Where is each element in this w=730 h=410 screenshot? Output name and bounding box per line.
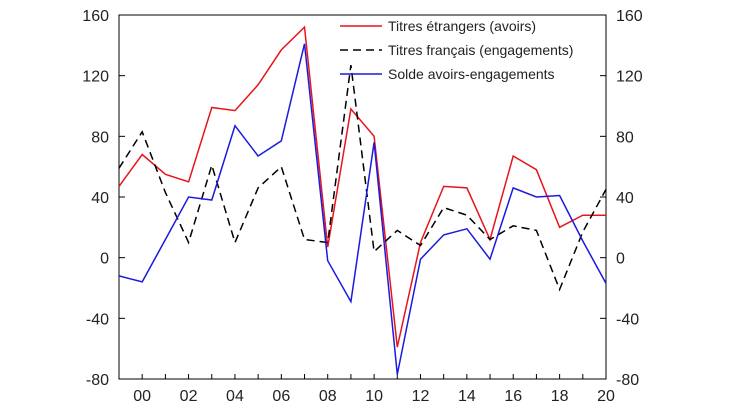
x-tick-label: 00 bbox=[133, 388, 151, 405]
left-y-tick-label: 160 bbox=[82, 8, 109, 25]
series-lines bbox=[118, 25, 607, 375]
legend-label: Titres français (engagements) bbox=[388, 42, 573, 58]
left-y-tick-label: -80 bbox=[86, 372, 109, 389]
series-line-1 bbox=[118, 25, 606, 348]
right-y-tick-label: 80 bbox=[616, 129, 634, 146]
series-line-2 bbox=[118, 65, 607, 292]
legend-label: Solde avoirs-engagements bbox=[388, 66, 555, 82]
legend-label: Titres étrangers (avoirs) bbox=[388, 18, 536, 34]
left-y-tick-label: -40 bbox=[86, 311, 109, 328]
legend: Titres étrangers (avoirs) Titres français… bbox=[340, 18, 573, 82]
left-y-axis: -80 -40 0 40 80 120 160 bbox=[82, 8, 125, 389]
x-axis: 00 02 04 06 08 10 12 14 16 18 20 bbox=[118, 374, 615, 405]
right-y-tick-label: 0 bbox=[616, 251, 625, 268]
x-tick-label: 02 bbox=[180, 388, 198, 405]
series-line-3 bbox=[118, 43, 607, 375]
right-y-axis: -80 -40 0 40 80 120 160 bbox=[600, 8, 643, 389]
x-tick-label: 18 bbox=[551, 388, 569, 405]
x-tick-label: 06 bbox=[272, 388, 290, 405]
left-y-tick-label: 40 bbox=[91, 190, 109, 207]
left-y-tick-label: 0 bbox=[100, 251, 109, 268]
right-y-tick-label: 40 bbox=[616, 190, 634, 207]
x-tick-label: 08 bbox=[319, 388, 337, 405]
x-tick-label: 12 bbox=[412, 388, 430, 405]
right-y-tick-label: 160 bbox=[616, 8, 643, 25]
x-tick-label: 10 bbox=[365, 388, 383, 405]
right-y-tick-label: -80 bbox=[616, 372, 639, 389]
right-y-tick-label: -40 bbox=[616, 311, 639, 328]
x-tick-label: 16 bbox=[504, 388, 522, 405]
x-tick-label: 20 bbox=[597, 388, 615, 405]
x-tick-label: 04 bbox=[226, 388, 244, 405]
left-y-tick-label: 80 bbox=[91, 129, 109, 146]
left-y-tick-label: 120 bbox=[82, 69, 109, 86]
x-tick-label: 14 bbox=[458, 388, 476, 405]
right-y-tick-label: 120 bbox=[616, 69, 643, 86]
